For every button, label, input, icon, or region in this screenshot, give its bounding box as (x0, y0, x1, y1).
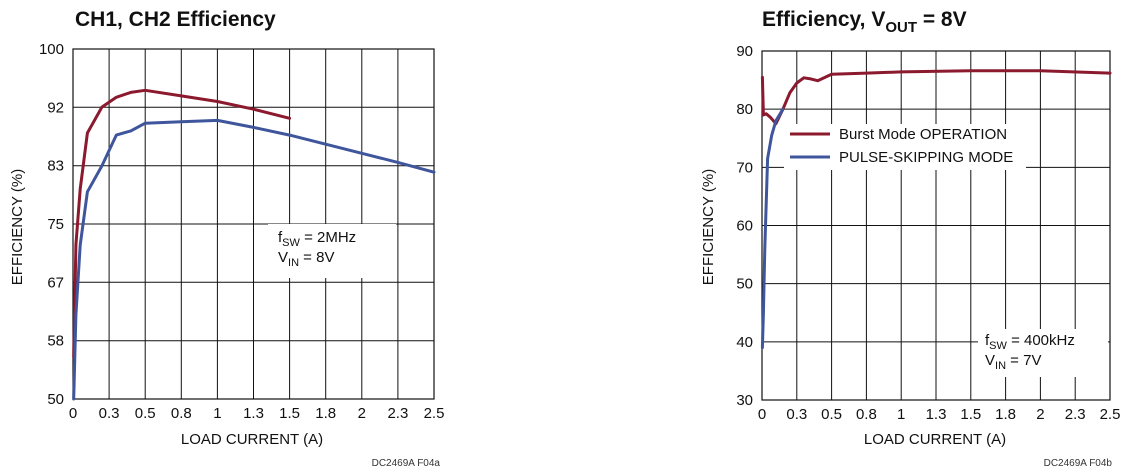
chart-b-footer-code: DC2469A F04b (1044, 458, 1113, 469)
chart-b-plot-frame (761, 50, 1111, 401)
chart-b-x-tick-label: 1.5 (960, 406, 981, 423)
chart-b-x-tick-label: 0.5 (821, 406, 842, 423)
chart-b-annotation-box (978, 329, 1108, 377)
chart-a-x-axis-label: LOAD CURRENT (A) (181, 431, 323, 448)
chart-b-y-tick-label: 60 (736, 218, 753, 235)
chart-a-y-tick-label: 50 (47, 391, 64, 408)
legend-label-burst-mode: Burst Mode OPERATION (839, 126, 1007, 143)
chart-efficiency-vout-8v: Efficiency, VOUT = 8V 0 0.3 0.5 0.8 1 1.3 1.5 1… (700, 8, 1120, 469)
chart-a-x-tick-label: 2.5 (424, 405, 445, 422)
chart-b-x-tick-label: 1.8 (995, 406, 1016, 423)
chart-a-x-tick-label: 0.8 (171, 405, 192, 422)
chart-b-y-tick-label: 50 (736, 276, 753, 293)
chart-a-annotation-vin: VIN = 8V (278, 249, 334, 269)
chart-a-y-tick-label: 58 (47, 333, 64, 350)
chart-a-y-tick-label: 75 (47, 216, 64, 233)
chart-b-y-axis-label: EFFICIENCY (%) (700, 169, 717, 285)
chart-b-x-tick-label: 2.3 (1065, 406, 1086, 423)
chart-b-y-tick-label: 90 (736, 43, 753, 60)
chart-a-x-tick-label: 1 (213, 405, 221, 422)
chart-a-y-tick-label: 67 (47, 274, 64, 291)
chart-b-series-line-2 (760, 107, 785, 350)
chart-a-title: CH1, CH2 Efficiency (75, 8, 276, 31)
chart-b-x-tick-label: 0.8 (856, 406, 877, 423)
chart-a-plot-frame (72, 48, 435, 400)
chart-b-x-tick-label: 1 (897, 406, 905, 423)
chart-a-x-tick-label: 0.3 (99, 405, 120, 422)
chart-a-series-line-1 (72, 88, 292, 359)
chart-b-legend-box (784, 124, 1026, 170)
chart-b-y-tick-label: 30 (736, 392, 753, 409)
chart-a-footer-code: DC2469A F04a (372, 458, 441, 469)
chart-ch1-ch2-efficiency: CH1, CH2 Efficiency 0 0.3 0.5 0.8 1 1.3 1.5 1.8… (9, 8, 444, 469)
chart-a-annotation-fsw: fSW = 2MHz (278, 229, 356, 249)
chart-b-annotation-fsw: fSW = 400kHz (985, 332, 1075, 352)
chart-b-x-tick-label: 2 (1036, 406, 1044, 423)
chart-b-x-tick-label: 0 (758, 406, 766, 423)
chart-a-x-tick-label: 1.5 (279, 405, 300, 422)
chart-a-x-tick-label: 2.3 (387, 405, 408, 422)
chart-b-y-tick-label: 80 (736, 101, 753, 118)
chart-a-series-line-2 (72, 118, 436, 401)
chart-b-annotation-vin: VIN = 7V (985, 352, 1041, 372)
chart-b-y-tick-label: 70 (736, 159, 753, 176)
chart-a-y-tick-label: 92 (47, 99, 64, 116)
chart-b-x-axis-label: LOAD CURRENT (A) (864, 431, 1006, 448)
chart-b-title: Efficiency, VOUT = 8V (762, 8, 967, 36)
chart-a-x-tick-label: 0 (69, 405, 77, 422)
chart-b-y-tick-label: 40 (736, 334, 753, 351)
chart-b-x-tick-label: 1.3 (926, 406, 947, 423)
legend-label-pulse-skipping: PULSE-SKIPPING MODE (839, 149, 1013, 166)
chart-b-series-line-1 (760, 69, 1112, 126)
chart-a-x-tick-label: 2 (358, 405, 366, 422)
chart-b-x-tick-label: 0.3 (786, 406, 807, 423)
chart-a-x-tick-label: 1.8 (315, 405, 336, 422)
chart-a-y-tick-label: 100 (39, 41, 64, 58)
chart-a-x-tick-label: 0.5 (135, 405, 156, 422)
chart-b-x-tick-label: 2.5 (1100, 406, 1121, 423)
chart-a-annotation-box (268, 224, 396, 278)
chart-a-x-tick-label: 1.3 (243, 405, 264, 422)
chart-a-y-tick-label: 83 (47, 158, 64, 175)
chart-a-y-axis-label: EFFICIENCY (%) (9, 169, 26, 285)
